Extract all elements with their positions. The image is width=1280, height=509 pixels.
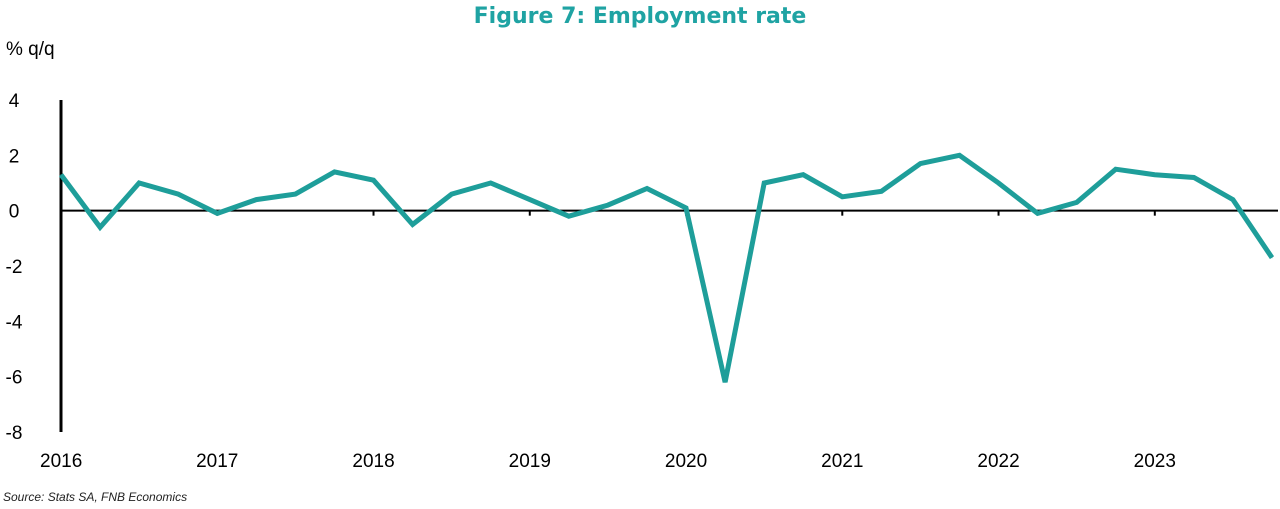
source-note: Source: Stats SA, FNB Economics [3, 490, 188, 504]
data-point [216, 212, 218, 214]
data-point [99, 226, 101, 228]
data-point [841, 196, 843, 198]
data-point [919, 163, 921, 165]
data-point [1193, 177, 1195, 178]
data-point [607, 204, 609, 206]
x-tick-label: 2017 [196, 451, 238, 472]
x-tick-label: 2021 [821, 451, 863, 472]
data-point [1232, 199, 1234, 201]
data-point [138, 182, 140, 184]
data-point [1076, 201, 1078, 203]
data-point [294, 193, 296, 195]
x-tick-label: 2020 [665, 451, 707, 472]
data-point [334, 171, 335, 173]
data-point [412, 224, 414, 225]
y-tick-label: -8 [6, 423, 23, 444]
y-tick-label: 2 [9, 146, 20, 167]
y-tick-label: -6 [6, 368, 23, 389]
data-point [724, 381, 726, 383]
y-tick-label: -2 [6, 257, 23, 278]
series-line-employment-rate [58, 152, 1275, 383]
y-tick-label: -4 [6, 312, 23, 333]
chart-title: Figure 7: Employment rate [473, 4, 807, 29]
data-point [60, 174, 62, 176]
data-point [959, 154, 960, 156]
data-point [568, 215, 570, 217]
data-point [1115, 168, 1117, 170]
data-point [255, 199, 257, 201]
data-point [685, 207, 687, 209]
data-point [880, 190, 882, 192]
data-point [1037, 212, 1039, 214]
data-point [1154, 174, 1156, 176]
data-point [451, 193, 453, 195]
x-tick-label: 2023 [1134, 451, 1176, 472]
x-tick-label: 2016 [40, 451, 82, 472]
y-axis-label: % q/q [6, 39, 55, 60]
data-point [529, 199, 531, 201]
data-point [998, 182, 999, 184]
data-point [1271, 257, 1273, 259]
data-point [490, 182, 492, 184]
y-tick-label: 4 [9, 91, 20, 112]
data-point [763, 182, 765, 184]
data-point [646, 188, 648, 189]
x-tick-label: 2018 [352, 451, 394, 472]
data-point [802, 174, 804, 176]
data-point [373, 179, 374, 181]
y-tick-label: 0 [9, 202, 20, 223]
x-tick-label: 2019 [509, 451, 551, 472]
x-tick-label: 2022 [977, 451, 1019, 472]
data-point [177, 193, 179, 195]
